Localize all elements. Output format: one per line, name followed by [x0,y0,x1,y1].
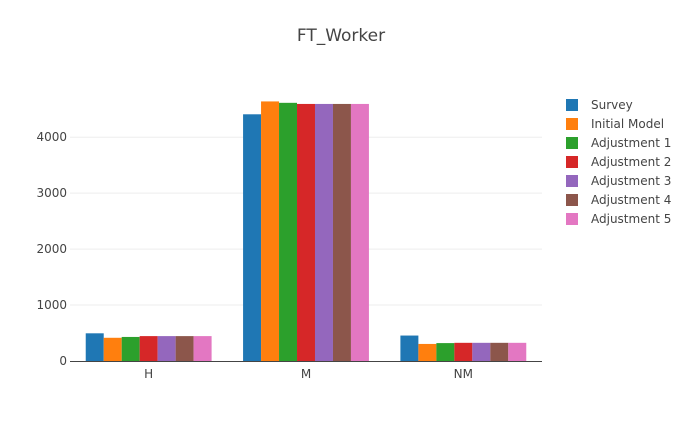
legend-swatch [566,137,578,149]
bar-nm-adjustment-1[interactable] [436,343,455,361]
y-axis-ticks: 0 1000 2000 3000 4000 [36,130,67,368]
legend-label: Adjustment 1 [591,136,671,150]
bar-m-adjustment-1[interactable] [279,102,298,361]
x-tick-label: H [144,367,153,381]
legend-swatch [566,156,578,168]
bar-m-adjustment-4[interactable] [332,103,351,361]
bars [85,101,527,361]
bar-nm-initial-model[interactable] [418,343,437,361]
y-tick-label: 0 [59,354,67,368]
bar-nm-adjustment-3[interactable] [472,342,491,361]
legend-item[interactable]: Survey [566,98,633,112]
legend-item[interactable]: Adjustment 5 [566,212,671,226]
legend-item[interactable]: Initial Model [566,117,664,131]
bar-m-survey[interactable] [243,114,262,361]
legend-label: Initial Model [591,117,664,131]
bar-h-adjustment-4[interactable] [175,336,194,361]
legend-label: Adjustment 5 [591,212,671,226]
legend-item[interactable]: Adjustment 3 [566,174,671,188]
legend-label: Adjustment 4 [591,193,671,207]
y-tick-label: 4000 [36,130,67,144]
bar-nm-survey[interactable] [400,335,419,361]
bar-m-adjustment-3[interactable] [314,103,333,361]
legend-swatch [566,99,578,111]
legend-swatch [566,118,578,130]
legend-swatch [566,194,578,206]
legend-item[interactable]: Adjustment 1 [566,136,671,150]
x-tick-label: M [301,367,311,381]
legend[interactable]: Survey Initial Model Adjustment 1 Adjustmen… [566,98,671,226]
bar-h-adjustment-3[interactable] [157,336,176,361]
legend-label: Adjustment 3 [591,174,671,188]
bar-h-adjustment-5[interactable] [193,336,212,361]
bar-h-survey[interactable] [85,333,104,361]
legend-swatch [566,175,578,187]
bar-m-initial-model[interactable] [261,101,280,361]
x-tick-label: NM [454,367,473,381]
y-tick-label: 3000 [36,186,67,200]
bar-nm-adjustment-2[interactable] [454,342,473,361]
legend-item[interactable]: Adjustment 2 [566,155,671,169]
bar-nm-adjustment-5[interactable] [508,342,527,361]
y-tick-label: 2000 [36,242,67,256]
legend-swatch [566,213,578,225]
legend-label: Adjustment 2 [591,155,671,169]
legend-item[interactable]: Adjustment 4 [566,193,671,207]
bar-m-adjustment-2[interactable] [297,103,315,361]
chart-title: FT_Worker [297,26,385,46]
bar-h-initial-model[interactable] [103,337,122,361]
bar-m-adjustment-5[interactable] [350,103,369,361]
bar-nm-adjustment-4[interactable] [490,342,509,361]
x-axis-ticks: H M NM [144,367,473,381]
legend-label: Survey [591,98,633,112]
bar-h-adjustment-2[interactable] [139,336,158,361]
y-tick-label: 1000 [36,298,67,312]
bar-h-adjustment-1[interactable] [121,336,140,361]
